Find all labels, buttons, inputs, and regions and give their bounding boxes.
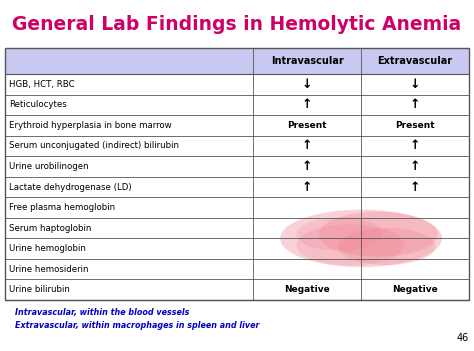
Ellipse shape — [280, 210, 442, 267]
Text: Intravascular: Intravascular — [271, 56, 344, 66]
Text: ↑: ↑ — [410, 98, 420, 111]
Ellipse shape — [338, 228, 436, 265]
Text: Extravascular: Extravascular — [377, 56, 453, 66]
Ellipse shape — [296, 218, 383, 251]
Text: ↓: ↓ — [410, 78, 420, 91]
FancyBboxPatch shape — [5, 48, 469, 74]
Text: General Lab Findings in Hemolytic Anemia: General Lab Findings in Hemolytic Anemia — [12, 14, 462, 33]
Text: Present: Present — [287, 121, 327, 130]
Text: Negative: Negative — [284, 285, 330, 294]
Text: ↑: ↑ — [410, 180, 420, 193]
Text: Extravascular, within macrophages in spleen and liver: Extravascular, within macrophages in spl… — [15, 322, 259, 331]
Text: Urine urobilinogen: Urine urobilinogen — [9, 162, 89, 171]
Text: Urine hemoglobin: Urine hemoglobin — [9, 244, 86, 253]
Text: 46: 46 — [457, 333, 469, 343]
Text: ↑: ↑ — [410, 160, 420, 173]
Text: Present: Present — [395, 121, 435, 130]
Text: ↑: ↑ — [410, 139, 420, 152]
Text: Serum haptoglobin: Serum haptoglobin — [9, 224, 91, 233]
Text: ↑: ↑ — [302, 180, 312, 193]
Text: Reticulocytes: Reticulocytes — [9, 100, 67, 109]
Text: Urine bilirubin: Urine bilirubin — [9, 285, 70, 294]
Text: ↑: ↑ — [302, 160, 312, 173]
Text: Erythroid hyperplasia in bone marrow: Erythroid hyperplasia in bone marrow — [9, 121, 172, 130]
Ellipse shape — [296, 224, 404, 265]
Text: Negative: Negative — [392, 285, 438, 294]
Text: Lactate dehydrogenase (LD): Lactate dehydrogenase (LD) — [9, 183, 132, 192]
Text: ↓: ↓ — [302, 78, 312, 91]
Text: ↑: ↑ — [302, 139, 312, 152]
Text: Free plasma hemoglobin: Free plasma hemoglobin — [9, 203, 115, 212]
Text: Intravascular, within the blood vessels: Intravascular, within the blood vessels — [15, 307, 190, 317]
Text: Serum unconjugated (indirect) bilirubin: Serum unconjugated (indirect) bilirubin — [9, 141, 179, 151]
Text: ↑: ↑ — [302, 98, 312, 111]
Text: Urine hemosiderin: Urine hemosiderin — [9, 265, 89, 274]
Ellipse shape — [319, 212, 438, 257]
Text: HGB, HCT, RBC: HGB, HCT, RBC — [9, 80, 74, 89]
